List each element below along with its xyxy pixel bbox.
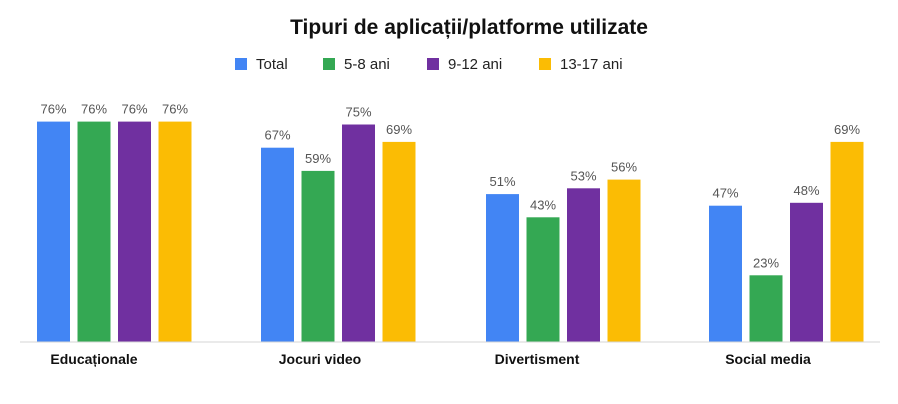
category-label-1: Jocuri video <box>279 351 361 367</box>
bar-2-1 <box>526 217 560 342</box>
legend-swatch-0 <box>235 58 247 70</box>
chart-bars: 76% 76% 76% 76% 67% 59% 75% 69% 51% 43% 53% 56% 47% 2… <box>37 102 864 342</box>
bar-1-1 <box>301 170 335 342</box>
legend-swatch-3 <box>539 58 551 70</box>
bar-2-2 <box>567 188 600 342</box>
bar-2-3 <box>607 179 641 342</box>
category-label-2: Divertisment <box>495 351 580 367</box>
value-label-1-1: 59% <box>305 151 331 166</box>
category-label-0: Educaționale <box>50 351 137 367</box>
value-label-3-3: 69% <box>834 122 860 137</box>
bar-0-0 <box>37 121 70 342</box>
value-label-3-2: 48% <box>793 183 819 198</box>
value-label-2-0: 51% <box>489 174 515 189</box>
bar-3-2 <box>790 202 823 342</box>
legend-label-3: 13-17 ani <box>560 56 623 73</box>
legend-swatch-1 <box>323 58 335 70</box>
legend-label-1: 5-8 ani <box>344 56 390 73</box>
value-label-1-0: 67% <box>264 128 290 143</box>
bar-1-3 <box>382 141 416 342</box>
value-label-2-1: 43% <box>530 197 556 212</box>
value-label-1-2: 75% <box>345 105 371 120</box>
value-label-0-0: 76% <box>40 102 66 117</box>
category-labels: Educaționale Jocuri video Divertisment Soci… <box>50 351 811 367</box>
category-label-3: Social media <box>725 351 811 367</box>
bar-0-2 <box>118 121 151 342</box>
value-label-2-3: 56% <box>611 160 637 175</box>
bar-3-0 <box>709 205 742 342</box>
bar-0-3 <box>158 121 192 342</box>
legend-label-0: Total <box>256 56 288 73</box>
bar-2-0 <box>486 194 519 342</box>
value-label-0-1: 76% <box>81 102 107 117</box>
value-label-1-3: 69% <box>386 122 412 137</box>
bar-3-1 <box>749 275 783 342</box>
bar-1-0 <box>261 147 294 342</box>
chart-title: Tipuri de aplicații/platforme utilizate <box>290 16 648 39</box>
legend-label-2: 9-12 ani <box>448 56 502 73</box>
bar-3-3 <box>830 141 864 342</box>
value-label-3-0: 47% <box>712 186 738 201</box>
legend-swatch-2 <box>427 58 439 70</box>
bar-0-1 <box>77 121 111 342</box>
value-label-2-2: 53% <box>570 168 596 183</box>
value-label-0-2: 76% <box>121 102 147 117</box>
bar-1-2 <box>342 124 375 342</box>
value-label-3-1: 23% <box>753 255 779 270</box>
value-label-0-3: 76% <box>162 102 188 117</box>
chart-legend: Total 5-8 ani 9-12 ani 13-17 ani <box>235 56 623 73</box>
